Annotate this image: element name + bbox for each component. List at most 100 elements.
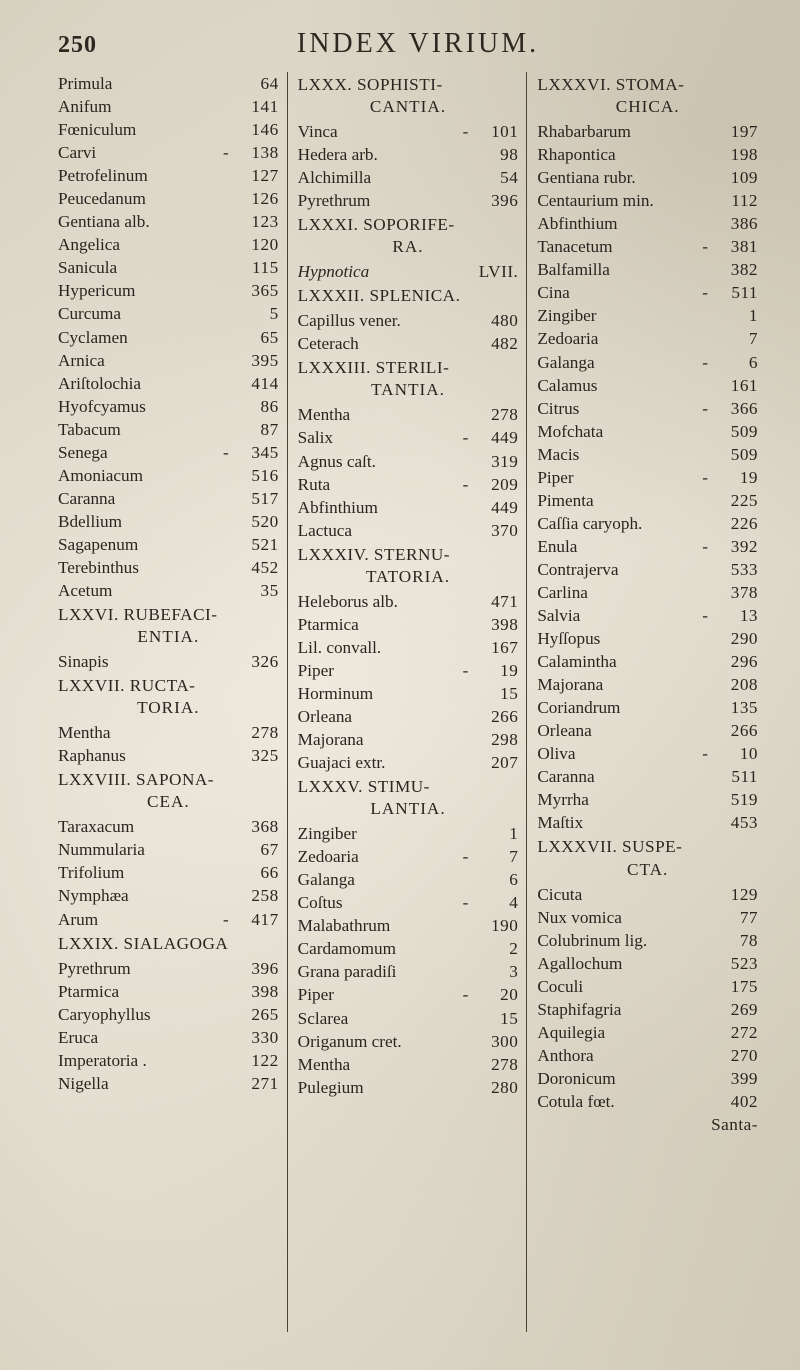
entry-page-number: 3 <box>474 960 518 983</box>
entry-page-number: 266 <box>714 719 758 742</box>
entry-page-number: 453 <box>714 811 758 834</box>
section-roman: LXXVI. RUBEFACI- <box>58 605 218 624</box>
entry-page-number: 35 <box>235 579 279 602</box>
entry-name: Bdellium <box>58 510 235 533</box>
section-heading: LXXIX. SIALAGOGA <box>58 933 279 955</box>
index-entry: Orleana266 <box>537 719 758 742</box>
index-entry: Lil. convall.167 <box>298 636 519 659</box>
index-entry: Sinapis326 <box>58 650 279 673</box>
section-heading: LXXVII. RUCTA- TORIA. <box>58 675 279 719</box>
section-roman: LXXXII. SPLENICA. <box>298 286 461 305</box>
entry-name: Rhapontica <box>537 143 714 166</box>
entry-dash: - <box>698 397 714 420</box>
index-entry: Mentha278 <box>298 403 519 426</box>
section-roman: LXXXVII. SUSPE- <box>537 837 682 856</box>
entry-page-number: 509 <box>714 420 758 443</box>
index-entry: Amoniacum516 <box>58 464 279 487</box>
entry-name: Cicuta <box>537 883 714 906</box>
entry-dash: - <box>698 466 714 489</box>
entry-page-number: 366 <box>714 397 758 420</box>
entry-page-number: 19 <box>474 659 518 682</box>
entry-name: Ceterach <box>298 332 475 355</box>
index-entry: Arnica395 <box>58 349 279 372</box>
entry-page-number: 64 <box>235 72 279 95</box>
entry-name: Alchimilla <box>298 166 475 189</box>
index-entry: Rhapontica198 <box>537 143 758 166</box>
entry-name: Citrus <box>537 397 698 420</box>
entry-name: Hyofcyamus <box>58 395 235 418</box>
index-entry: Vinca-101 <box>298 120 519 143</box>
index-entry: Agallochum523 <box>537 952 758 975</box>
entry-dash: - <box>459 891 475 914</box>
entry-page-number: 7 <box>474 845 518 868</box>
entry-page-number: 209 <box>474 473 518 496</box>
section-roman: LXXXVI. STOMA- <box>537 75 684 94</box>
entry-name: Nigella <box>58 1072 235 1095</box>
entry-page-number: 396 <box>235 957 279 980</box>
index-entry: Acetum35 <box>58 579 279 602</box>
entry-page-number: 141 <box>235 95 279 118</box>
index-entry: Tabacum87 <box>58 418 279 441</box>
entry-page-number: LVII. <box>474 260 518 283</box>
entry-name: Terebinthus <box>58 556 235 579</box>
index-entry: Rhabarbarum197 <box>537 120 758 143</box>
index-entry: Doronicum399 <box>537 1067 758 1090</box>
entry-page-number: 330 <box>235 1026 279 1049</box>
entry-name: Tabacum <box>58 418 235 441</box>
entry-name: Majorana <box>298 728 475 751</box>
entry-name: Grana paradiſi <box>298 960 475 983</box>
entry-name: Contrajerva <box>537 558 714 581</box>
index-entry: Piper-19 <box>537 466 758 489</box>
entry-name: Doronicum <box>537 1067 714 1090</box>
index-entry: Guajaci extr.207 <box>298 751 519 774</box>
entry-dash: - <box>698 351 714 374</box>
entry-page-number: 382 <box>714 258 758 281</box>
entry-dash: - <box>219 441 235 464</box>
index-entry: Balfamilla382 <box>537 258 758 281</box>
index-entry: HypnoticaLVII. <box>298 260 519 283</box>
entry-name: Sanicula <box>58 256 235 279</box>
entry-page-number: 129 <box>714 883 758 906</box>
entry-name: Galanga <box>298 868 475 891</box>
entry-page-number: 381 <box>714 235 758 258</box>
index-entry: Citrus-366 <box>537 397 758 420</box>
index-entry: Anthora270 <box>537 1044 758 1067</box>
index-entry: Hyofcyamus86 <box>58 395 279 418</box>
index-entry: Malabathrum190 <box>298 914 519 937</box>
index-entry: Arum-417 <box>58 908 279 931</box>
entry-page-number: 326 <box>235 650 279 673</box>
section-heading: LXXXVII. SUSPE- CTA. <box>537 836 758 880</box>
entry-page-number: 146 <box>235 118 279 141</box>
entry-name: Abfinthium <box>537 212 714 235</box>
index-entry: Galanga-6 <box>537 351 758 374</box>
entry-name: Gentiana rubr. <box>537 166 714 189</box>
index-entry: Pyrethrum396 <box>58 957 279 980</box>
entry-page-number: 127 <box>235 164 279 187</box>
index-column-3: LXXXVI. STOMA- CHICA.Rhabarbarum197Rhapo… <box>526 72 758 1332</box>
index-entry: Caranna511 <box>537 765 758 788</box>
entry-page-number: 396 <box>474 189 518 212</box>
section-continuation: TANTIA. <box>298 379 519 401</box>
entry-name: Galanga <box>537 351 698 374</box>
entry-page-number: Santa- <box>711 1113 758 1136</box>
entry-name: Mofchata <box>537 420 714 443</box>
entry-name: Cina <box>537 281 698 304</box>
index-entry: Peucedanum126 <box>58 187 279 210</box>
entry-page-number: 1 <box>474 822 518 845</box>
entry-name: Aquilegia <box>537 1021 714 1044</box>
index-entry: Coſtus-4 <box>298 891 519 914</box>
entry-page-number: 511 <box>714 765 758 788</box>
index-entry: Calamus161 <box>537 374 758 397</box>
entry-name: Caranna <box>537 765 714 788</box>
index-entry: Ptarmica398 <box>298 613 519 636</box>
index-entry: Caſſia caryoph.226 <box>537 512 758 535</box>
entry-name: Curcuma <box>58 302 235 325</box>
entry-page-number: 135 <box>714 696 758 719</box>
section-heading: LXXXVI. STOMA- CHICA. <box>537 74 758 118</box>
index-entry: Nigella271 <box>58 1072 279 1095</box>
entry-name: Origanum cret. <box>298 1030 475 1053</box>
entry-page-number: 533 <box>714 558 758 581</box>
index-entry: Piper-19 <box>298 659 519 682</box>
page-header: 250 INDEX VIRIUM. <box>58 28 758 60</box>
index-entry: Agnus caſt.319 <box>298 450 519 473</box>
